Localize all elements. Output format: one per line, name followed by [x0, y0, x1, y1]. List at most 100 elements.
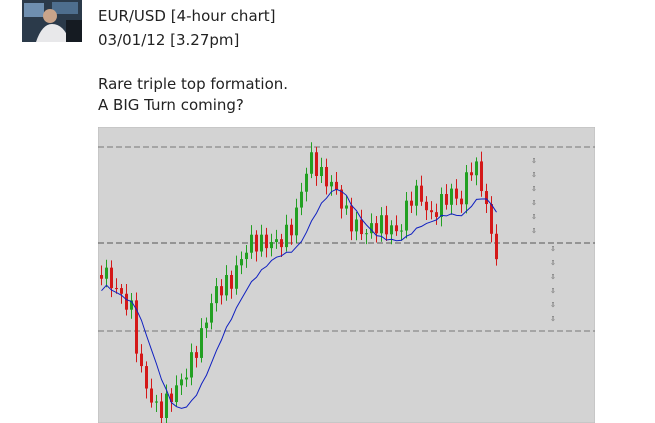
candle-body	[450, 188, 453, 205]
candle-body	[445, 194, 448, 205]
candle-body	[290, 224, 293, 236]
arrow-marker: ⇩	[531, 157, 537, 165]
candle-body	[425, 201, 428, 211]
candle-body	[235, 265, 238, 289]
candle-body	[280, 239, 283, 248]
candle-body	[400, 230, 403, 232]
candle-body	[355, 219, 358, 232]
candle-body	[110, 267, 113, 289]
candle-body	[150, 388, 153, 403]
candle-body	[410, 200, 413, 206]
post-date: 03/01/12 [3.27pm]	[98, 31, 240, 49]
candle-body	[480, 161, 483, 192]
candle-body	[375, 223, 378, 234]
arrow-marker: ⇩	[531, 171, 537, 179]
candle-body	[200, 328, 203, 358]
arrow-marker: ⇩	[531, 227, 537, 235]
candle-body	[240, 259, 243, 266]
arrow-marker: ⇩	[531, 213, 537, 221]
candle-body	[395, 225, 398, 232]
candle-body	[120, 288, 123, 294]
candle-body	[130, 300, 133, 310]
candle-body	[125, 293, 128, 310]
arrow-marker: ⇩	[550, 287, 556, 295]
candle-body	[190, 352, 193, 378]
arrow-marker: ⇩	[531, 199, 537, 207]
candle-body	[165, 393, 168, 418]
candle-body	[485, 191, 488, 205]
candle-body	[495, 233, 498, 260]
candle-body	[380, 215, 383, 234]
candle-body	[310, 152, 313, 174]
arrow-marker: ⇩	[550, 259, 556, 267]
body-line: A BIG Turn coming?	[98, 96, 244, 114]
candle-body	[315, 152, 318, 177]
candle-body	[460, 198, 463, 205]
candle-body	[245, 252, 248, 260]
candle-body	[145, 366, 148, 389]
candle-body	[205, 322, 208, 329]
candle-body	[265, 234, 268, 249]
arrow-marker: ⇩	[531, 185, 537, 193]
avatar[interactable]	[22, 0, 82, 42]
candle-body	[225, 275, 228, 296]
candle-body	[360, 219, 363, 235]
candle-body	[390, 225, 393, 235]
candle-body	[420, 185, 423, 202]
candle-body	[340, 189, 343, 209]
candle-body	[275, 239, 278, 243]
candle-body	[415, 185, 418, 206]
candle-body	[135, 300, 138, 354]
candle-body	[250, 234, 253, 253]
candle-body	[440, 194, 443, 217]
candle-body	[385, 215, 388, 235]
candle-body	[335, 181, 338, 190]
candle-body	[175, 385, 178, 403]
candle-body	[230, 275, 233, 289]
candle-body	[270, 242, 273, 249]
chart-image: ⇩ ⇩ ⇩ ⇩ ⇩ ⇩ ⇩ ⇩ ⇩ ⇩ ⇩ ⇩	[98, 127, 595, 423]
candle-body	[345, 205, 348, 209]
candle-body	[170, 393, 173, 403]
candle-body	[305, 173, 308, 192]
candle-body	[255, 234, 258, 252]
candle-body	[490, 204, 493, 234]
arrow-marker: ⇩	[550, 301, 556, 309]
candle-body	[285, 224, 288, 248]
candle-body	[320, 166, 323, 177]
arrow-marker: ⇩	[550, 315, 556, 323]
candle-body	[330, 181, 333, 187]
arrow-marker: ⇩	[550, 245, 556, 253]
candle-body	[180, 379, 183, 386]
body-line: Rare triple top formation.	[98, 75, 289, 93]
candle-body	[105, 267, 108, 279]
candle-body	[155, 401, 158, 403]
moving-average	[101, 188, 497, 409]
candle-body	[300, 191, 303, 208]
candle-body	[220, 286, 223, 296]
candle-body	[100, 275, 103, 279]
candle-body	[350, 205, 353, 232]
candle-body	[470, 172, 473, 176]
candle-body	[430, 210, 433, 213]
post-title: EUR/USD [4-hour chart]	[98, 7, 276, 25]
candle-body	[435, 212, 438, 217]
candle-body	[115, 288, 118, 290]
arrow-marker: ⇩	[550, 273, 556, 281]
candle-body	[185, 377, 188, 380]
candle-body	[210, 303, 213, 323]
candle-body	[215, 286, 218, 304]
candle-body	[405, 200, 408, 231]
candle-body	[325, 166, 328, 187]
candle-body	[365, 233, 368, 235]
candle-body	[455, 188, 458, 199]
candle-body	[475, 161, 478, 176]
candle-body	[370, 223, 373, 234]
candle-body	[295, 207, 298, 236]
candle-body	[160, 401, 163, 418]
candle-body	[140, 353, 143, 367]
candle-body	[465, 172, 468, 205]
candle-body	[260, 234, 263, 252]
candle-body	[195, 352, 198, 358]
